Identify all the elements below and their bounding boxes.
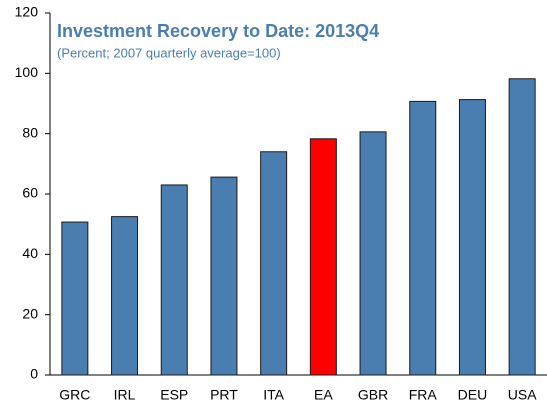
y-tick-label: 100 bbox=[15, 64, 39, 80]
x-tick-label: GBR bbox=[358, 387, 388, 403]
x-tick-label: PRT bbox=[210, 387, 238, 403]
bar bbox=[309, 138, 337, 376]
bar bbox=[160, 184, 188, 376]
x-tick-label: DEU bbox=[458, 387, 488, 403]
y-tick-label: 0 bbox=[30, 366, 38, 382]
bar bbox=[260, 151, 288, 376]
bar bbox=[508, 78, 536, 376]
bar bbox=[111, 216, 139, 376]
chart-title: Investment Recovery to Date: 2013Q4 bbox=[57, 21, 379, 41]
x-tick-label: ITA bbox=[263, 387, 284, 403]
x-tick-label: FRA bbox=[409, 387, 438, 403]
bar bbox=[409, 100, 437, 376]
x-tick-label: USA bbox=[508, 387, 537, 403]
y-tick-label: 60 bbox=[22, 185, 38, 201]
y-tick-label: 120 bbox=[15, 4, 39, 20]
x-tick-label: ESP bbox=[160, 387, 188, 403]
chart-subtitle: (Percent; 2007 quarterly average=100) bbox=[57, 45, 281, 60]
x-tick-label: IRL bbox=[114, 387, 136, 403]
y-tick-label: 20 bbox=[22, 305, 38, 321]
y-tick-label: 80 bbox=[22, 124, 38, 140]
x-tick-label: EA bbox=[314, 387, 333, 403]
bar bbox=[359, 131, 387, 376]
bar bbox=[61, 221, 89, 376]
bar bbox=[210, 176, 238, 376]
y-tick-label: 40 bbox=[22, 245, 38, 261]
x-tick-label: GRC bbox=[59, 387, 90, 403]
bar bbox=[458, 99, 486, 376]
